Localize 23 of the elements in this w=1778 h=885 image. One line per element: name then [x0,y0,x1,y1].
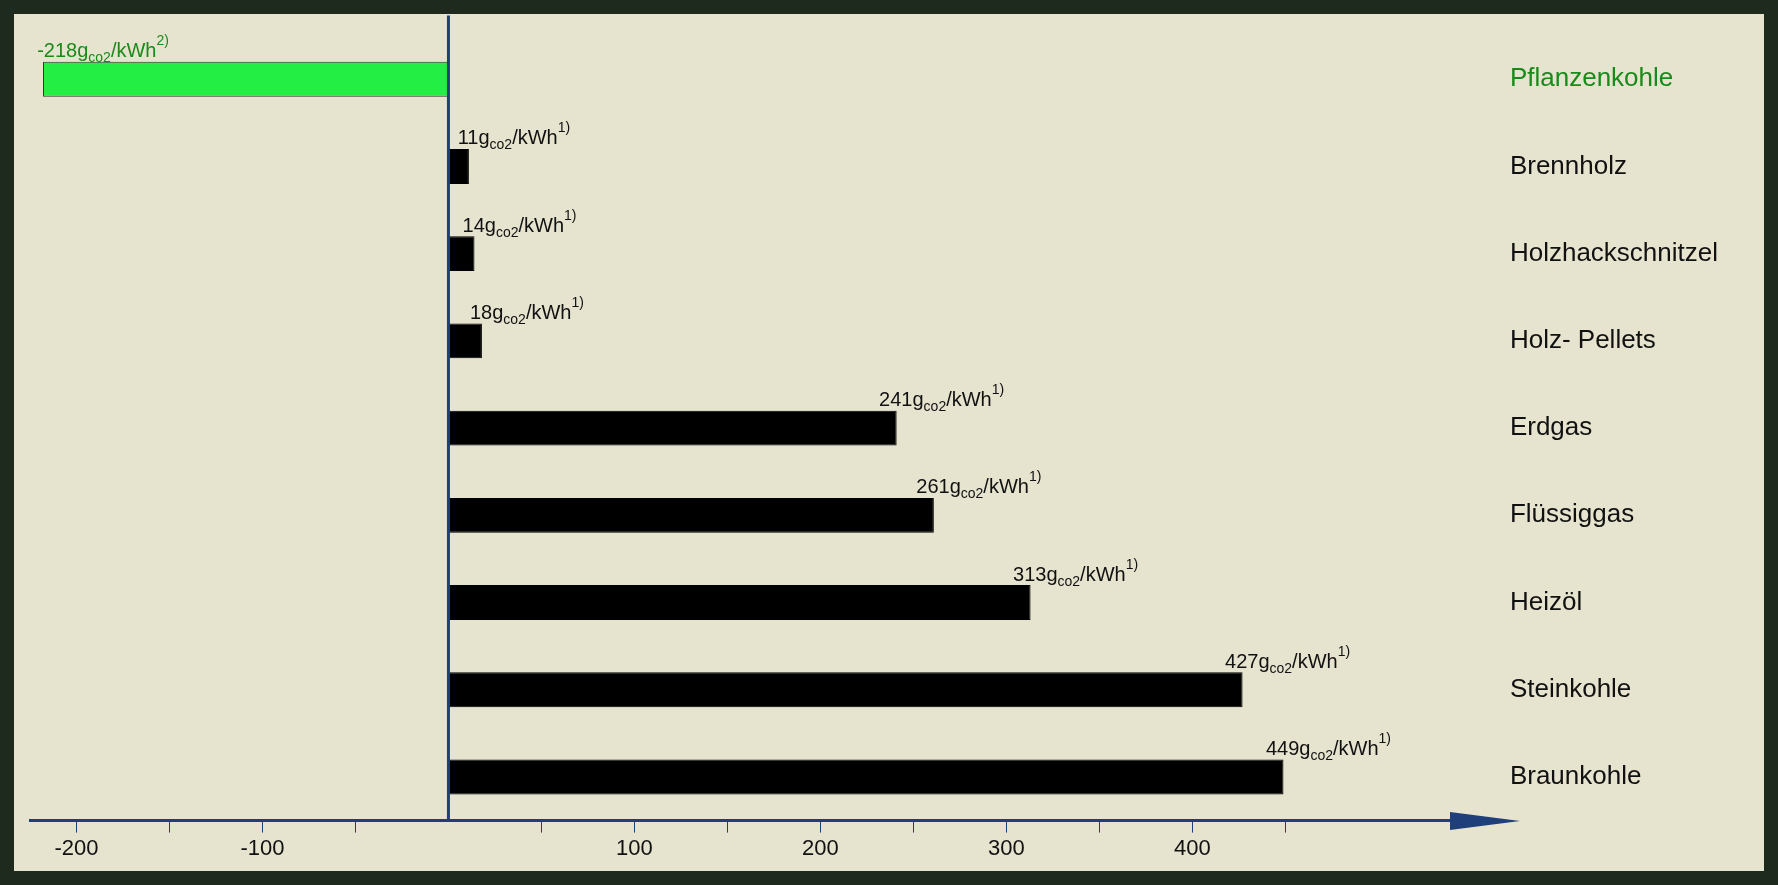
y-tick-label: Steinkohle [1509,672,1632,703]
bar [448,410,897,446]
y-tick-label: Pflanzenkohle [1509,62,1674,93]
bar [448,585,1031,620]
y-tick-label: Braunkohle [1509,760,1642,791]
x-tick-label: 300 [988,834,1025,860]
x-tick-label: -100 [240,834,285,860]
y-tick-label: Brennholz [1509,149,1627,180]
y-tick-label: Flüssiggas [1509,498,1635,529]
bar [448,497,934,533]
bar [448,148,469,184]
x-tick-label: 400 [1173,834,1211,860]
bar [448,672,1243,708]
x-tick-label: -200 [54,834,99,860]
y-tick-label: Erdgas [1509,411,1593,442]
y-tick-label: Heizöl [1509,585,1583,616]
x-tick-label: 100 [616,834,653,860]
bar [448,323,482,359]
bar [448,759,1284,795]
bar [448,236,475,272]
x-tick-label: 200 [802,834,839,860]
y-tick-label: Holz- Pellets [1509,324,1656,355]
y-tick-label: Holzhackschnitzel [1509,236,1718,267]
